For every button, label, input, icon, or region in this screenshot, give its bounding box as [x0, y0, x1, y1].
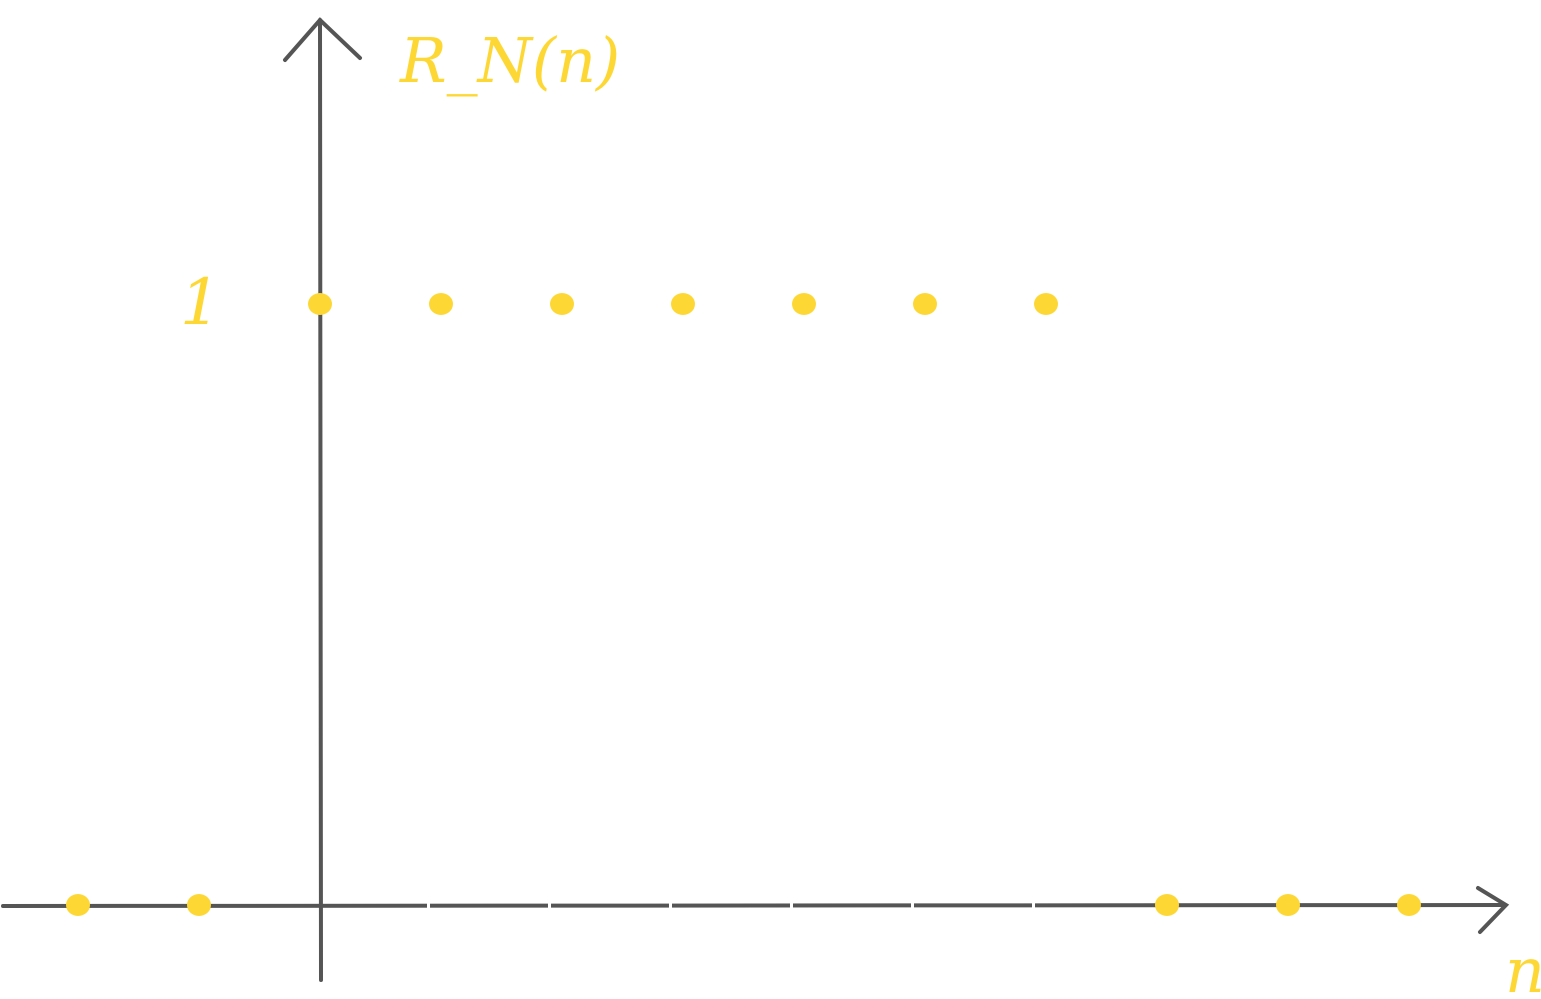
data-point-n9 — [1397, 894, 1421, 916]
y-axis-arrowhead — [283, 17, 362, 62]
x-axis-gap — [669, 899, 672, 911]
data-point-n8 — [1276, 894, 1300, 916]
data-point-n7 — [1155, 894, 1179, 916]
data-points — [66, 293, 1421, 916]
data-point-n3 — [671, 293, 695, 315]
data-point-n-1 — [187, 894, 211, 916]
y-tick-label-1: 1 — [180, 266, 221, 340]
x-axis — [1, 886, 1510, 934]
data-point-n1 — [429, 293, 453, 315]
y-axis-label: R_N(n) — [399, 24, 620, 97]
x-axis-gap — [790, 899, 793, 911]
data-point-n-2 — [66, 894, 90, 916]
x-axis-line — [1, 903, 1507, 908]
data-point-n0 — [308, 293, 332, 315]
x-axis-gap — [1032, 899, 1035, 911]
x-axis-gap — [911, 899, 914, 911]
x-axis-gap — [548, 899, 551, 911]
y-axis-line — [318, 18, 323, 982]
data-point-n4 — [792, 293, 816, 315]
data-point-n6 — [1034, 293, 1058, 315]
x-axis-arrowhead — [1476, 886, 1510, 934]
data-point-n5 — [913, 293, 937, 315]
x-axis-gap — [427, 899, 430, 911]
x-axis-label: n — [1505, 934, 1541, 999]
data-point-n2 — [550, 293, 574, 315]
y-axis — [283, 17, 362, 982]
axis-gap-markers — [427, 899, 1035, 911]
